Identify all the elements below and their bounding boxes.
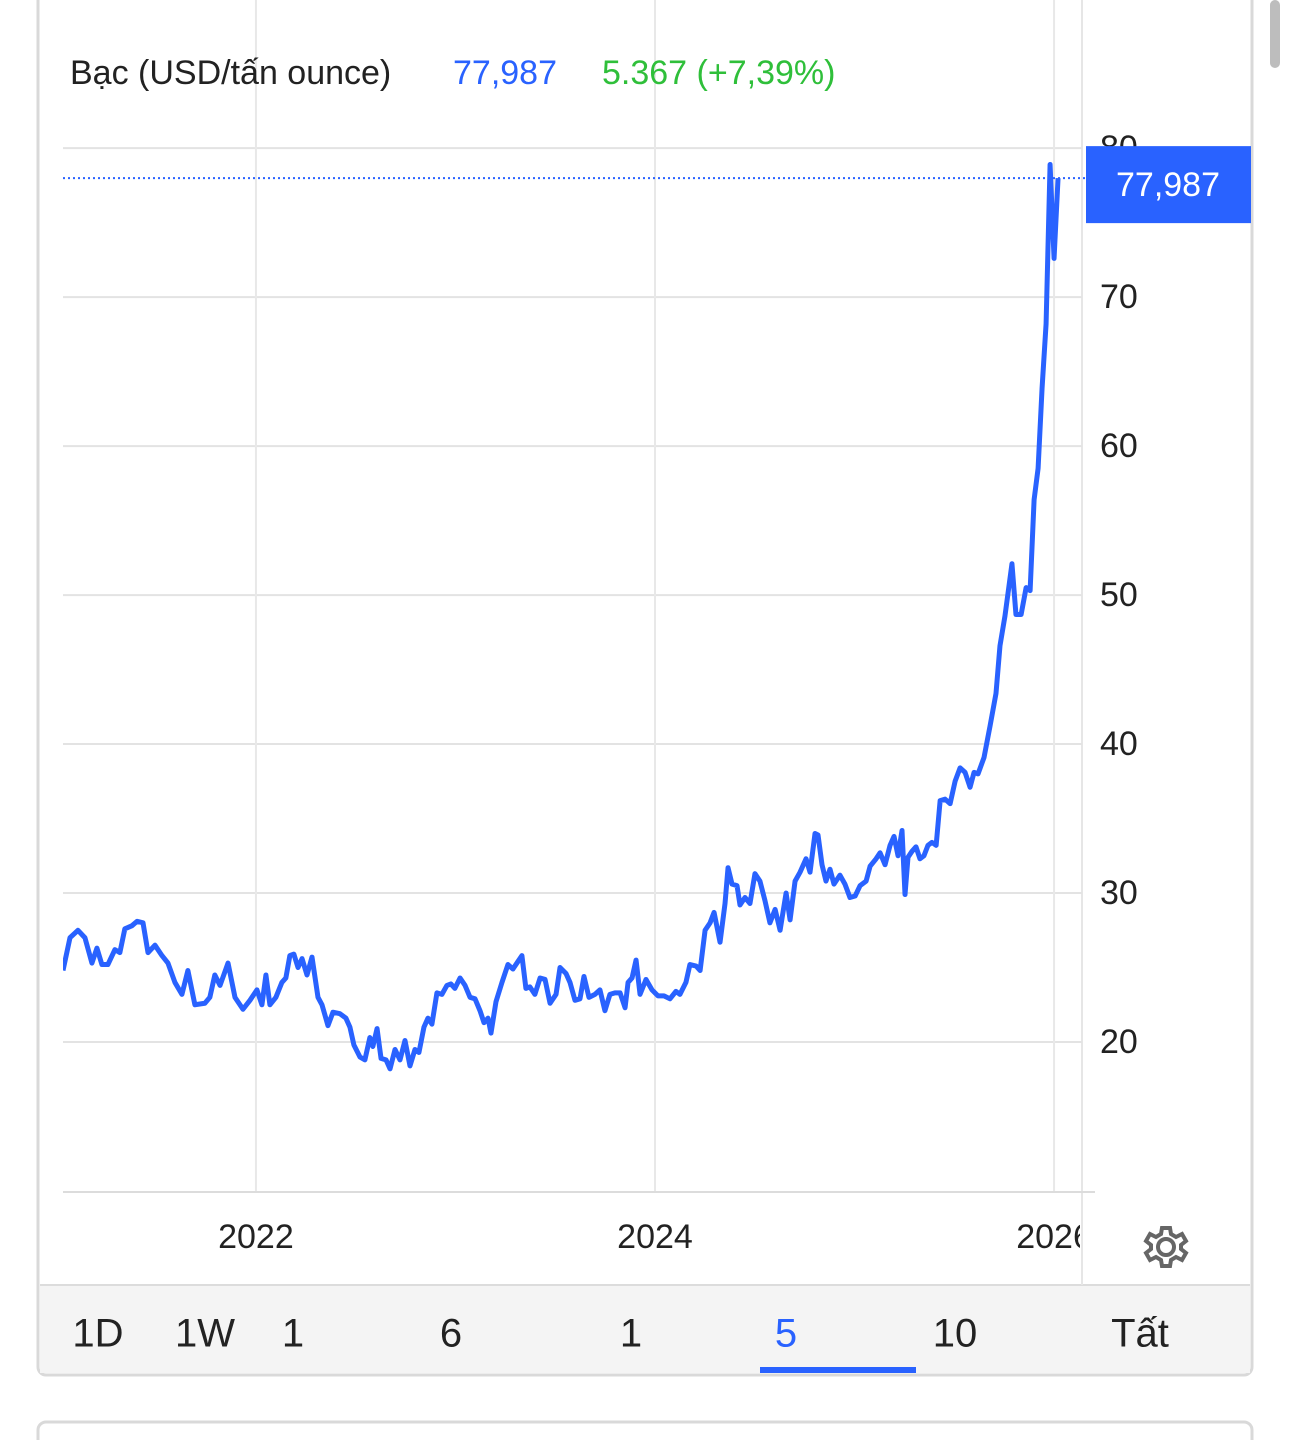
card	[36, 0, 1254, 1377]
price-label: 77,987	[453, 54, 557, 92]
scrollbar	[1270, 0, 1280, 68]
price-badge-label: 77,987	[1116, 166, 1220, 204]
y-tick-label: 50	[1100, 576, 1138, 614]
y-tick-label: 40	[1100, 725, 1138, 763]
range-button[interactable]: 6	[440, 1312, 462, 1356]
range-buttons: 1D 1W 1 6 1 5 10 Tất	[72, 1312, 1169, 1373]
range-button[interactable]: 1W	[175, 1312, 235, 1356]
range-button[interactable]: 1	[282, 1312, 304, 1356]
tick-labels: 20304050607080202220242026	[218, 129, 1138, 1256]
range-button[interactable]: Tất	[1111, 1312, 1169, 1356]
price-badge: 77,987	[1086, 146, 1251, 224]
next-card	[36, 1420, 1254, 1440]
x-tick-label: 2024	[617, 1218, 693, 1256]
price-line	[63, 162, 1061, 1072]
range-bar	[40, 1285, 1250, 1373]
x-tick-label: 2026	[1016, 1218, 1092, 1256]
range-underline	[760, 1367, 916, 1373]
price-badge-bg	[1086, 146, 1251, 224]
settings-icon[interactable]	[1143, 1226, 1189, 1268]
y-tick-label: 20	[1100, 1023, 1138, 1061]
x-tick-label: 2022	[218, 1218, 294, 1256]
y-tick-label: 30	[1100, 874, 1138, 912]
series-name: Bạc (USD/tấn ounce)	[70, 54, 391, 92]
plot	[63, 162, 1061, 1072]
change-label: 5.367 (+7,39%)	[602, 54, 835, 92]
range-button[interactable]: 10	[933, 1312, 978, 1356]
y-tick-label: 70	[1100, 278, 1138, 316]
range-button[interactable]: 1D	[72, 1312, 123, 1356]
range-button[interactable]: 1	[620, 1312, 642, 1356]
range-button[interactable]: 5	[775, 1312, 797, 1356]
y-tick-label: 60	[1100, 427, 1138, 465]
